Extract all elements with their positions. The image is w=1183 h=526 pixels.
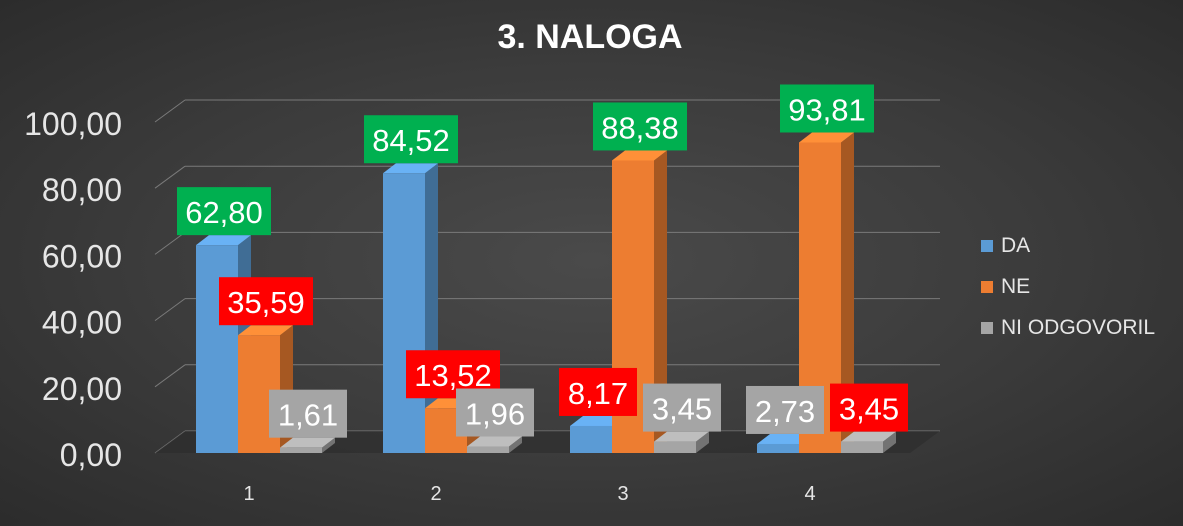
y-tick-label: 80,00	[42, 172, 122, 208]
bar-ni-odgovoril-4	[841, 431, 896, 453]
bar-top	[612, 150, 667, 161]
bar-top	[799, 132, 854, 143]
x-axis: 1 2 3 4	[243, 483, 815, 505]
y-tick-label: 20,00	[42, 371, 122, 407]
data-label-box	[219, 277, 313, 326]
chart-title: 3. NALOGA	[497, 18, 682, 56]
gridline-side	[154, 364, 186, 388]
gridline-side	[154, 165, 186, 189]
bar-top	[757, 433, 812, 444]
y-axis: 0,00 20,00 40,00 60,00 80,00 100,00	[24, 106, 122, 473]
bar-side	[322, 437, 335, 453]
data-label-box	[177, 187, 271, 236]
bar-side	[841, 132, 854, 454]
data-label-box	[780, 84, 874, 133]
y-tick-label: 100,00	[24, 106, 122, 142]
data-label: 13,52	[406, 350, 500, 399]
y-tick-label: 60,00	[42, 238, 122, 274]
data-label-box	[830, 383, 908, 432]
data-label: 62,80	[177, 187, 271, 236]
bar-front	[383, 173, 425, 453]
legend-label: NI ODGOVORIL	[1001, 316, 1155, 339]
bar-ni-odgovoril-2	[467, 436, 522, 453]
data-label-box	[593, 102, 687, 151]
bar-front	[196, 245, 238, 453]
data-label: 88,38	[593, 102, 687, 151]
data-label-text: 93,81	[788, 92, 866, 127]
data-label-box	[559, 367, 637, 416]
data-label: 8,17	[559, 367, 637, 416]
x-tick-label: 3	[617, 483, 628, 505]
bar-top	[841, 431, 896, 442]
legend-swatch	[981, 322, 993, 334]
bar-top	[196, 235, 251, 246]
floor-plane	[155, 431, 940, 453]
data-label-text: 88,38	[601, 110, 679, 145]
legend-label: DA	[1001, 234, 1030, 257]
legend: DA NE NI ODGOVORIL	[981, 234, 1155, 339]
bar-top	[238, 325, 293, 336]
data-label-text: 3,45	[652, 392, 712, 427]
y-tick-label: 40,00	[42, 305, 122, 341]
data-label: 1,96	[456, 388, 534, 437]
gridline-side	[154, 231, 186, 255]
data-label: 3,45	[643, 383, 721, 432]
legend-item: NE	[981, 275, 1030, 298]
data-label: 93,81	[780, 84, 874, 133]
legend-swatch	[981, 281, 993, 293]
data-label: 1,61	[269, 389, 347, 438]
bar-front	[841, 441, 883, 453]
data-label-text: 1,96	[465, 397, 525, 432]
bar-top	[280, 437, 335, 448]
bar-front	[654, 441, 696, 453]
data-label: 2,73	[746, 385, 824, 434]
x-tick-label: 4	[804, 483, 815, 505]
bar-front	[757, 443, 799, 453]
data-label-box	[456, 388, 534, 437]
legend-item: NI ODGOVORIL	[981, 316, 1155, 339]
bar-side	[654, 150, 667, 453]
data-label-box	[643, 383, 721, 432]
data-label-box	[269, 389, 347, 438]
data-label-box	[746, 385, 824, 434]
data-label: 84,52	[364, 115, 458, 164]
data-label: 3,45	[830, 383, 908, 432]
data-label: 35,59	[219, 277, 313, 326]
data-labels: 62,80 35,59 1,61 84,52 13,52 1,96 8,17 88,38 3,4…	[177, 84, 908, 438]
data-label-box	[364, 115, 458, 164]
data-label-text: 35,59	[227, 285, 305, 320]
x-tick-label: 2	[430, 483, 441, 505]
data-label-text: 1,61	[278, 398, 338, 433]
bar-side	[509, 436, 522, 453]
gridline-side	[154, 298, 186, 322]
data-label-text: 3,45	[839, 392, 899, 427]
legend-label: NE	[1001, 275, 1030, 298]
legend-item: DA	[981, 234, 1030, 257]
data-label-text: 62,80	[185, 195, 263, 230]
bar-side	[883, 431, 896, 453]
bar-ni-odgovoril-1	[280, 437, 335, 453]
x-tick-label: 1	[243, 483, 254, 505]
gridline-side	[154, 99, 186, 123]
bar-front	[467, 446, 509, 453]
bar-top	[654, 431, 709, 442]
data-label-text: 84,52	[372, 123, 450, 158]
bar-ni-odgovoril-3	[654, 431, 709, 453]
data-label-text: 8,17	[568, 376, 628, 411]
bar-front	[280, 447, 322, 453]
bar-top	[467, 436, 522, 447]
bar-front	[570, 425, 612, 453]
bar-top	[383, 163, 438, 174]
y-tick-label: 0,00	[60, 437, 122, 473]
legend-swatch	[981, 240, 993, 252]
bar-top	[570, 415, 625, 426]
chart-floor	[155, 431, 940, 453]
data-label-text: 2,73	[755, 394, 815, 429]
data-label-text: 13,52	[414, 358, 492, 393]
bar-side	[696, 431, 709, 453]
